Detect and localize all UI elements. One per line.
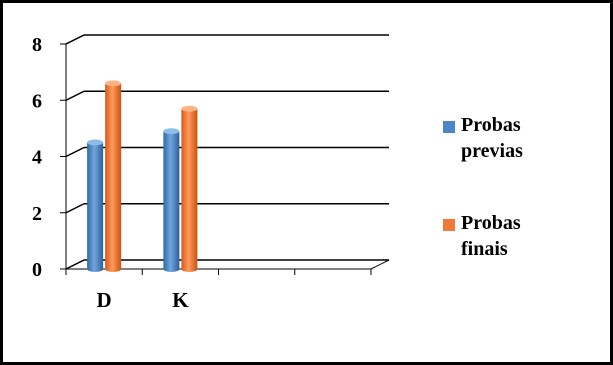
legend-item-series-1: Probas previas <box>443 112 608 164</box>
y-tick-label-8: 8 <box>32 34 42 56</box>
y-tick-label-0: 0 <box>32 259 42 281</box>
bar-D-series-2-base <box>105 266 122 272</box>
bar-D-series-1-base <box>87 266 104 272</box>
gridline-diag-4 <box>65 146 85 158</box>
y-tick-label-6: 6 <box>32 90 42 112</box>
legend-swatch-series-1 <box>443 121 455 133</box>
bar-K-series-1-body <box>163 131 180 269</box>
gridline-diag-6 <box>65 90 85 101</box>
y-tick-label-4: 4 <box>32 147 42 169</box>
legend-swatch-series-2 <box>443 219 455 231</box>
bars <box>87 80 198 272</box>
legend: Probas previas Probas finais <box>443 112 608 262</box>
y-axis-back-line <box>65 34 85 45</box>
x-tick-label-K: K <box>172 288 189 312</box>
legend-item-series-2: Probas finais <box>443 210 608 262</box>
bar-D-series-2-body <box>105 83 122 269</box>
bar-K-series-1-base <box>163 266 180 272</box>
tick-labels: 0 2 4 6 8 D K <box>32 34 189 312</box>
bar-D-series-1-cap <box>87 139 104 146</box>
y-tick-label-2: 2 <box>32 203 42 225</box>
gridline-diag-2 <box>65 203 85 214</box>
legend-label-series-2: Probas finais <box>461 212 521 260</box>
x-tick-label-D: D <box>97 288 112 312</box>
axes <box>60 34 390 275</box>
bar-D-series-1 <box>87 139 104 272</box>
bar-K-series-1 <box>163 128 180 272</box>
bar-D-series-2 <box>105 80 122 272</box>
bar-K-series-1-cap <box>163 128 180 135</box>
bar-K-series-2 <box>181 105 198 272</box>
bar-K-series-2-base <box>181 266 198 272</box>
bar-K-series-2-cap <box>181 105 198 112</box>
legend-label-series-1: Probas previas <box>461 114 523 162</box>
bar-D-series-1-body <box>87 142 104 269</box>
bar-D-series-2-cap <box>105 80 122 87</box>
bar-K-series-2-body <box>181 108 198 269</box>
x-axis-floor <box>65 259 390 270</box>
